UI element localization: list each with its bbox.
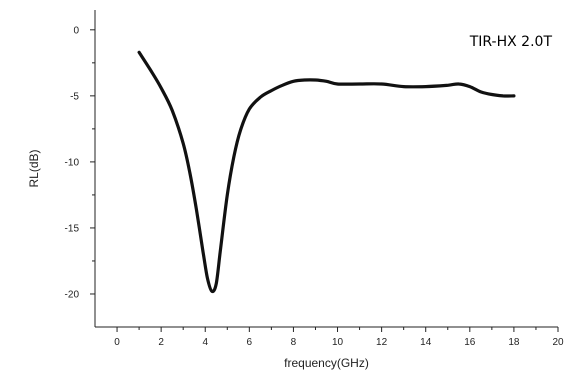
y-tick-label: -10: [65, 157, 80, 168]
x-tick-label: 0: [114, 337, 120, 348]
series-line: [137, 50, 516, 294]
x-axis-ticks: 0 2 4 6 8 10 12 14 16 18 20: [114, 327, 564, 348]
x-tick-label: 10: [332, 337, 344, 348]
x-tick-label: 6: [247, 337, 253, 348]
x-tick-label: 12: [376, 337, 388, 348]
x-tick-label: 16: [464, 337, 476, 348]
x-tick-label: 14: [420, 337, 432, 348]
x-tick-label: 8: [291, 337, 297, 348]
x-tick-label: 18: [508, 337, 520, 348]
chart-annotation: TIR-HX 2.0T: [469, 34, 553, 50]
series-layer: [137, 50, 516, 294]
y-axis-label: RL(dB): [27, 149, 41, 187]
x-tick-label: 20: [552, 337, 564, 348]
x-tick-label: 2: [158, 337, 164, 348]
axes: [94, 10, 558, 328]
y-tick-label: -5: [70, 91, 79, 102]
x-axis-label: frequency(GHz): [284, 356, 369, 370]
y-axis-ticks: 0 -5 -10 -15 -20: [65, 25, 95, 300]
y-tick-label: -15: [65, 223, 80, 234]
y-tick-label: -20: [65, 289, 80, 300]
x-tick-label: 4: [202, 337, 208, 348]
y-tick-label: 0: [73, 25, 79, 36]
